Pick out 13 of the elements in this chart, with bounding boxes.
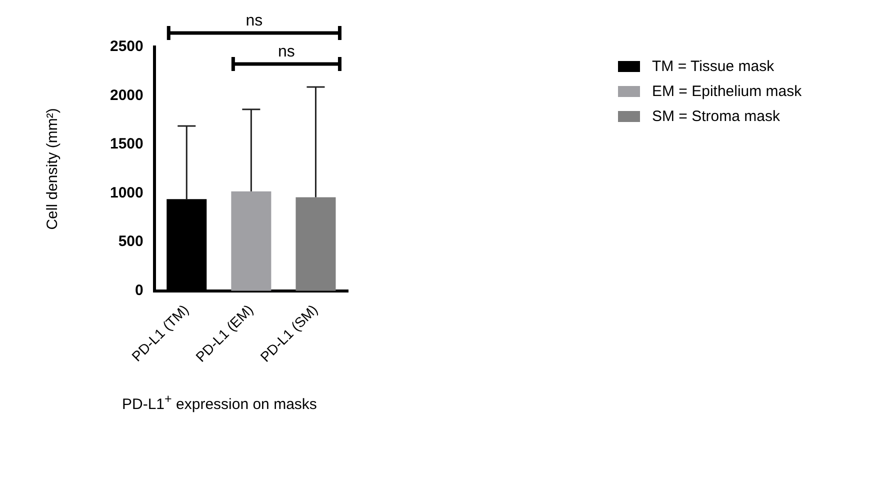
annotation: ns	[278, 43, 295, 60]
text: ns	[246, 12, 263, 30]
y-tick-label: 1000	[110, 184, 144, 202]
legend-label: EM = Epithelium mask	[652, 83, 802, 100]
y-tick-label: 0	[135, 282, 144, 300]
y-tick-label: 2000	[110, 86, 144, 104]
y-tick-label: 2500	[110, 38, 144, 56]
y-axis-title: Cell density (mm²)	[44, 108, 62, 230]
legend-label: SM = Stroma mask	[652, 108, 780, 125]
legend-label: TM = Tissue mask	[652, 58, 774, 75]
x-axis-title: PD-L1$^{+}$ expression on masks	[122, 392, 317, 413]
y-tick-label: 1500	[110, 136, 144, 153]
y-tick-label: 500	[118, 233, 144, 250]
